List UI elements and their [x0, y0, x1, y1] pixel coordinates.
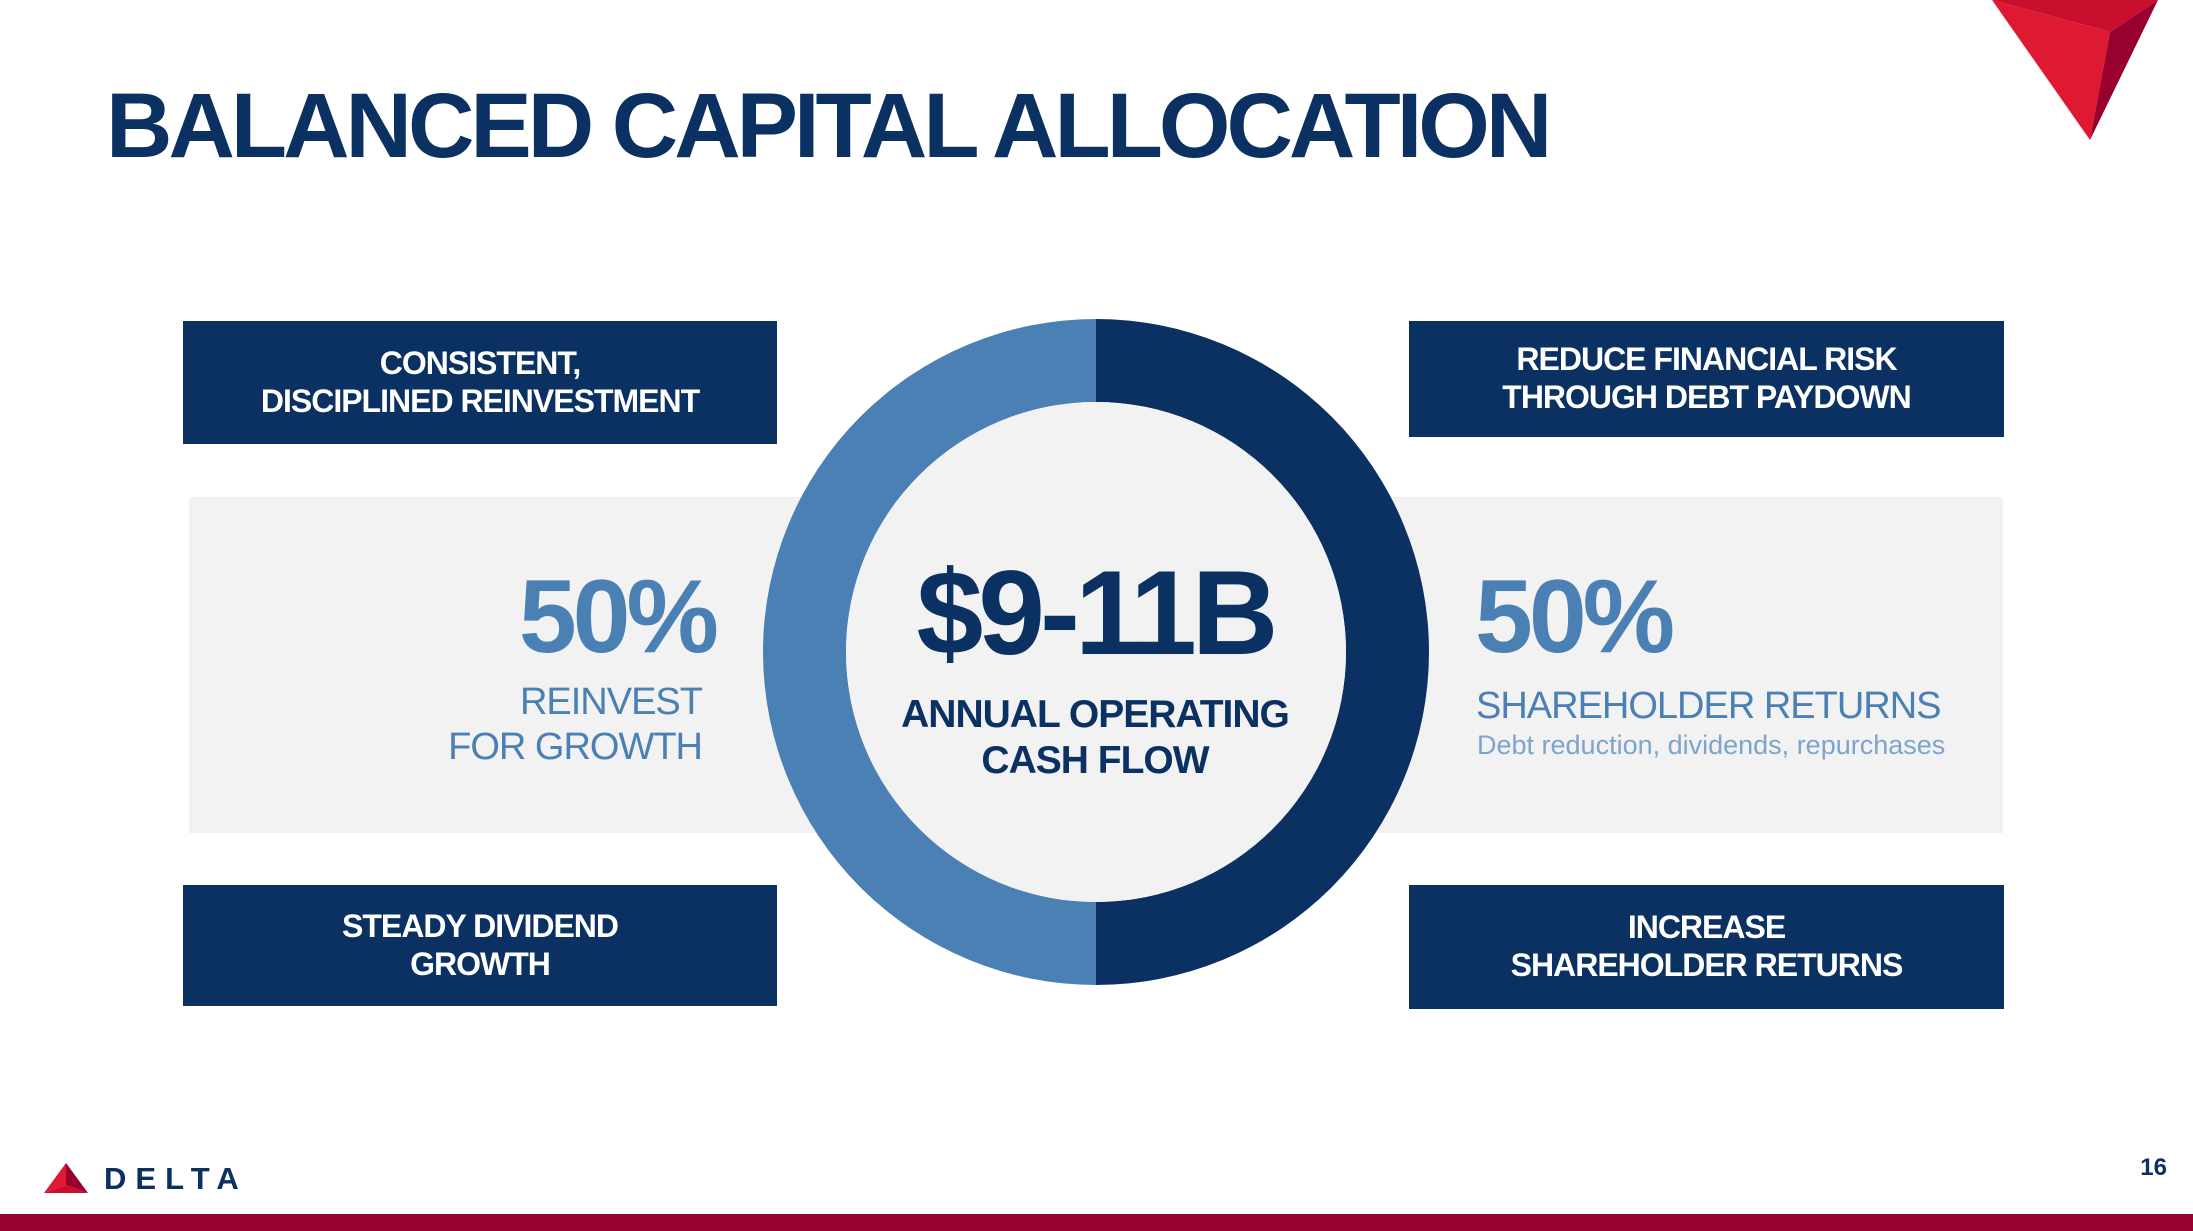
reinvest-percent: 50% [518, 559, 719, 675]
reinvestment-box: CONSISTENT, DISCIPLINED REINVESTMENT [183, 321, 777, 444]
brand-wordmark: DELTA [104, 1161, 248, 1196]
bottom-accent-bar [0, 1214, 2193, 1231]
dividend-growth-box: STEADY DIVIDEND GROWTH [183, 885, 777, 1006]
cash-flow-amount: $9-11B [916, 546, 1279, 680]
shareholder-sublabel: Debt reduction, dividends, repurchases [1477, 730, 1946, 760]
delta-logo: DELTA [44, 1161, 248, 1197]
donut-slice-2 [1096, 319, 1429, 985]
page-title: BALANCED CAPITAL ALLOCATION [106, 75, 1552, 177]
donut-hole [846, 402, 1346, 902]
debt-paydown-box: REDUCE FINANCIAL RISK THROUGH DEBT PAYDO… [1409, 321, 2004, 437]
shareholder-returns-box: INCREASE SHAREHOLDER RETURNS [1409, 885, 2004, 1009]
shareholder-label: SHAREHOLDER RETURNS [1476, 685, 1942, 727]
cash-flow-label: ANNUAL OPERATING CASH FLOW [901, 693, 1290, 783]
donut-slice-1 [763, 319, 1096, 985]
delta-widget-icon [1992, 0, 2158, 140]
shareholder-percent: 50% [1475, 559, 1675, 675]
reinvest-label: REINVEST FOR GROWTH [448, 681, 703, 768]
delta-widget-icon [44, 1163, 88, 1193]
page-number: 16 [2140, 1154, 2167, 1181]
